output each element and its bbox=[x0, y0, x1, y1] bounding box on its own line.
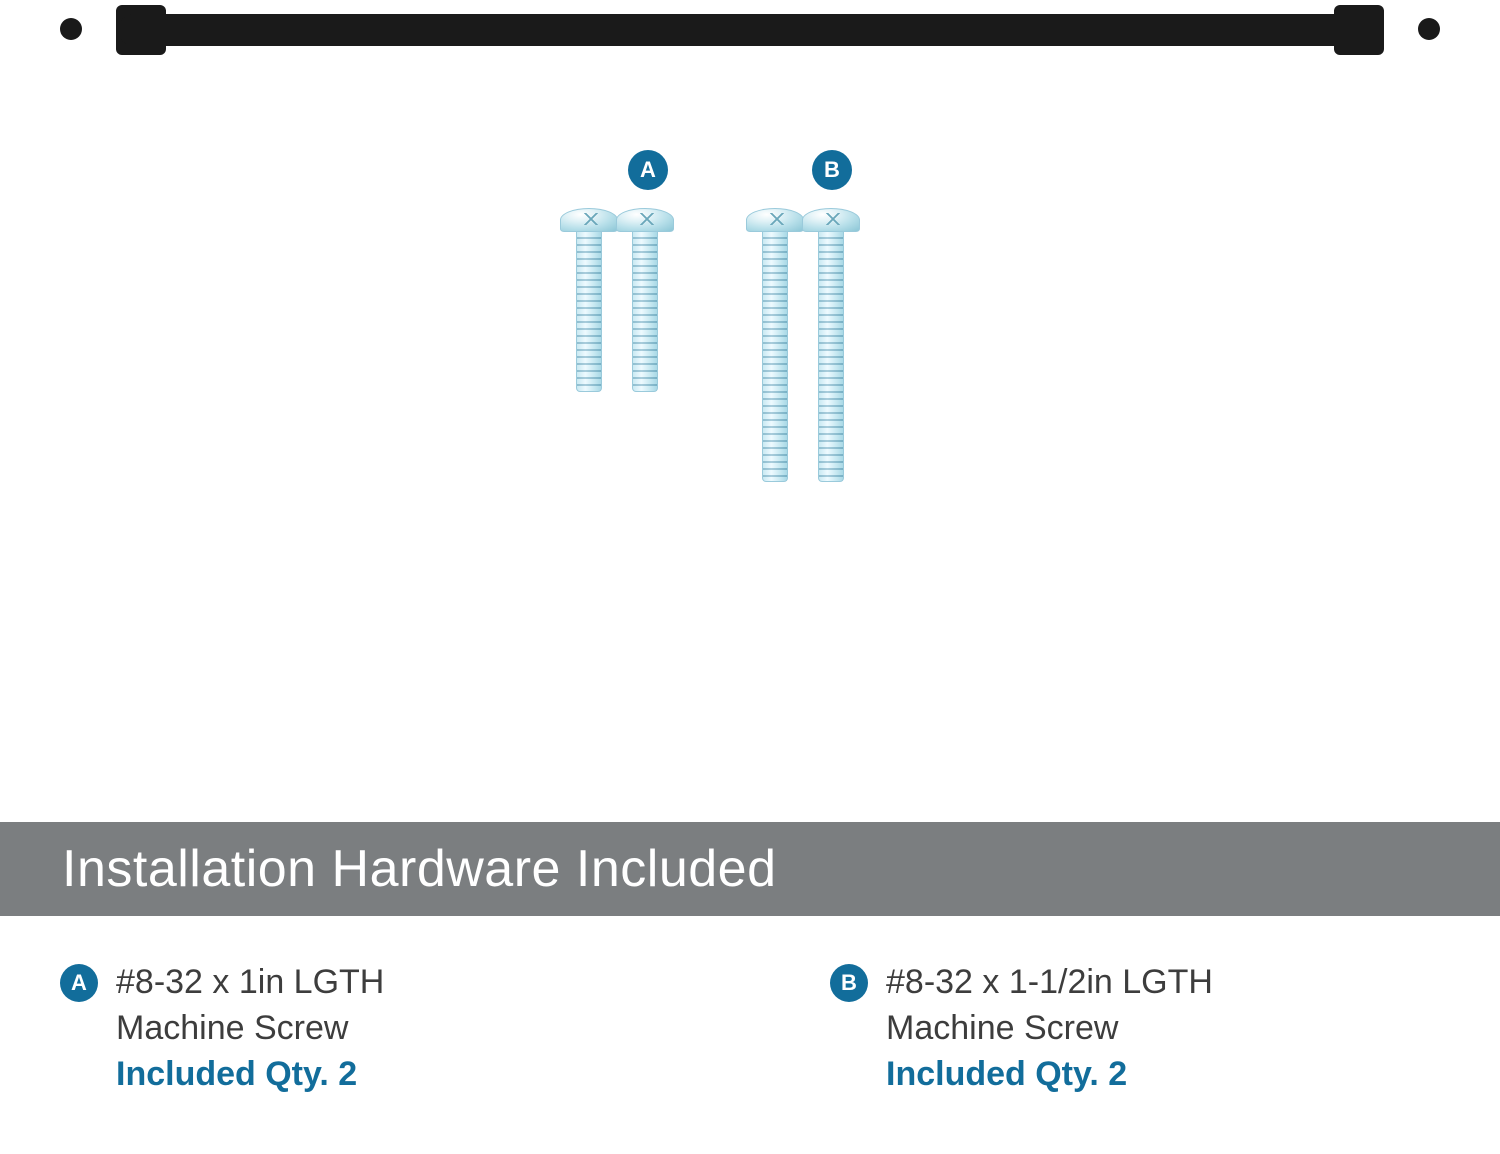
screw-shaft bbox=[632, 232, 658, 392]
screw-head-icon bbox=[746, 208, 804, 232]
handle-illustration bbox=[60, 0, 1440, 60]
section-banner: Installation Hardware Included bbox=[0, 822, 1500, 916]
spec-text-a: #8-32 x 1in LGTH Machine Screw Included … bbox=[116, 960, 384, 1098]
screw-head-icon bbox=[616, 208, 674, 232]
handle-collar-right bbox=[1334, 5, 1384, 55]
screw-shaft bbox=[762, 232, 788, 482]
screw-a-2 bbox=[626, 208, 664, 392]
hardware-spec-b: B #8-32 x 1-1/2in LGTH Machine Screw Inc… bbox=[750, 960, 1440, 1098]
screw-b-2 bbox=[812, 208, 850, 482]
hardware-spec-a: A #8-32 x 1in LGTH Machine Screw Include… bbox=[60, 960, 750, 1098]
screw-shaft bbox=[818, 232, 844, 482]
handle-bar bbox=[118, 14, 1382, 46]
spec-line1: #8-32 x 1-1/2in LGTH bbox=[886, 960, 1213, 1006]
page-canvas: A B Installation Hardware Includ bbox=[0, 0, 1500, 1154]
spec-text-b: #8-32 x 1-1/2in LGTH Machine Screw Inclu… bbox=[886, 960, 1213, 1098]
screw-b-1 bbox=[756, 208, 794, 482]
spec-qty: Included Qty. 2 bbox=[116, 1052, 384, 1098]
screw-head-icon bbox=[560, 208, 618, 232]
handle-nub-right bbox=[1418, 18, 1440, 40]
screw-shaft bbox=[576, 232, 602, 392]
screw-a-1 bbox=[570, 208, 608, 392]
handle-nub-left bbox=[60, 18, 82, 40]
spec-badge-a: A bbox=[60, 964, 98, 1002]
banner-title: Installation Hardware Included bbox=[62, 839, 777, 899]
screw-group-b bbox=[756, 208, 850, 482]
hardware-spec-row: A #8-32 x 1in LGTH Machine Screw Include… bbox=[60, 960, 1440, 1098]
spec-badge-b: B bbox=[830, 964, 868, 1002]
screw-head-icon bbox=[802, 208, 860, 232]
spec-line2: Machine Screw bbox=[116, 1006, 384, 1052]
spec-line2: Machine Screw bbox=[886, 1006, 1213, 1052]
screw-group-a bbox=[570, 208, 664, 392]
hardware-illustration-area: A B bbox=[570, 150, 930, 510]
spec-line1: #8-32 x 1in LGTH bbox=[116, 960, 384, 1006]
spec-qty: Included Qty. 2 bbox=[886, 1052, 1213, 1098]
hardware-badge-b: B bbox=[812, 150, 852, 190]
hardware-badge-a: A bbox=[628, 150, 668, 190]
